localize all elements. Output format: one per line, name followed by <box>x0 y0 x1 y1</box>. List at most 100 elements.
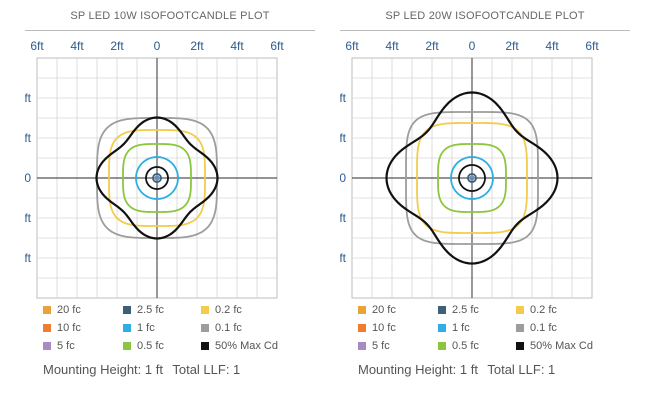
x-tick-label: 6ft <box>30 39 44 53</box>
luminaire-center-marker <box>154 175 160 181</box>
x-tick-label: 4ft <box>545 39 559 53</box>
legend-label: 2.5 fc <box>452 304 479 316</box>
x-tick-label: 2ft <box>505 39 519 53</box>
y-tick-label: 4ft <box>340 91 347 105</box>
title-divider <box>25 30 315 31</box>
legend-swatch <box>43 324 51 332</box>
legend-swatch <box>516 324 524 332</box>
legend-swatch <box>123 324 131 332</box>
y-tick-label: 0 <box>25 171 31 185</box>
legend-label: 1 fc <box>137 322 155 334</box>
isofootcandle-contour <box>145 166 169 190</box>
title-divider <box>340 30 630 31</box>
x-tick-label: 4ft <box>230 39 244 53</box>
x-tick-label: 2ft <box>190 39 204 53</box>
legend-item: 5 fc <box>43 340 75 352</box>
legend-item: 2.5 fc <box>438 304 479 316</box>
total-llf: Total LLF: 1 <box>487 362 556 377</box>
x-tick-label: 0 <box>154 39 161 53</box>
y-tick-label: 2ft <box>340 211 347 225</box>
legend-item: 0.5 fc <box>438 340 479 352</box>
isofootcandle-panel-10w: SP LED 10W ISOFOOTCANDLE PLOT 6ft 4ft 2ft 0… <box>25 0 315 401</box>
legend-label: 5 fc <box>57 340 75 352</box>
mounting-info: Mounting Height: 1 ft Total LLF: 1 <box>358 362 561 377</box>
isofootcandle-plot-20w: 6ft 4ft 2ft 0 2ft 4ft 6ft 4ft 2ft 0 2ft 4ft <box>340 39 599 299</box>
legend-swatch <box>438 306 446 314</box>
legend-item: 5 fc <box>358 340 390 352</box>
legend-item: 50% Max Cd <box>201 340 278 352</box>
legend-swatch <box>201 306 209 314</box>
legend-swatch <box>201 342 209 350</box>
legend-label: 50% Max Cd <box>530 340 593 352</box>
x-tick-label: 4ft <box>70 39 84 53</box>
legend-label: 20 fc <box>57 304 81 316</box>
legend-label: 1 fc <box>452 322 470 334</box>
mounting-height: Mounting Height: 1 ft <box>358 362 478 377</box>
legend-item: 50% Max Cd <box>516 340 593 352</box>
legend-label: 0.2 fc <box>530 304 557 316</box>
x-tick-label: 0 <box>469 39 476 53</box>
isofootcandle-plot-10w: 6ft 4ft 2ft 0 2ft 4ft 6ft 4ft 2ft 0 2ft 4ft <box>25 39 284 299</box>
legend-label: 0.5 fc <box>137 340 164 352</box>
y-tick-label: 2ft <box>340 131 347 145</box>
legend-label: 0.5 fc <box>452 340 479 352</box>
legend-swatch <box>123 342 131 350</box>
legend-item: 0.2 fc <box>516 304 557 316</box>
isofootcandle-contour <box>122 143 192 213</box>
legend-label: 0.2 fc <box>215 304 242 316</box>
legend-swatch <box>123 306 131 314</box>
x-tick-label: 2ft <box>425 39 439 53</box>
isofootcandle-contour <box>450 156 494 200</box>
isofootcandle-contour <box>95 116 219 240</box>
legend-item: 0.2 fc <box>201 304 242 316</box>
y-tick-label: 2ft <box>25 131 32 145</box>
isofootcandle-contour <box>385 91 559 265</box>
legend-swatch <box>43 306 51 314</box>
x-tick-label: 4ft <box>385 39 399 53</box>
isofootcandle-contour <box>467 173 477 183</box>
isofootcandle-contour <box>405 111 539 245</box>
legend-swatch <box>516 306 524 314</box>
legend-swatch <box>358 324 366 332</box>
isofootcandle-contour <box>152 173 162 183</box>
legend-swatch <box>516 342 524 350</box>
legend-swatch <box>201 324 209 332</box>
legend-item: 0.1 fc <box>516 322 557 334</box>
x-tick-label: 6ft <box>345 39 359 53</box>
legend-swatch <box>438 342 446 350</box>
x-tick-label: 2ft <box>110 39 124 53</box>
legend-item: 10 fc <box>43 322 81 334</box>
y-tick-label: 4ft <box>340 251 347 265</box>
isofootcandle-contour <box>416 122 528 234</box>
legend-item: 20 fc <box>43 304 81 316</box>
legend-item: 1 fc <box>438 322 470 334</box>
legend-swatch <box>358 306 366 314</box>
total-llf: Total LLF: 1 <box>172 362 241 377</box>
legend-label: 10 fc <box>372 322 396 334</box>
x-tick-label: 6ft <box>270 39 284 53</box>
legend-label: 0.1 fc <box>215 322 242 334</box>
legend-label: 5 fc <box>372 340 390 352</box>
legend-item: 1 fc <box>123 322 155 334</box>
legend-swatch <box>438 324 446 332</box>
x-tick-label: 6ft <box>585 39 599 53</box>
y-tick-label: 2ft <box>25 211 32 225</box>
legend-item: 2.5 fc <box>123 304 164 316</box>
chart-title: SP LED 10W ISOFOOTCANDLE PLOT <box>70 10 270 22</box>
chart-title: SP LED 20W ISOFOOTCANDLE PLOT <box>385 10 585 22</box>
mounting-height: Mounting Height: 1 ft <box>43 362 163 377</box>
luminaire-center-marker <box>469 175 475 181</box>
legend-swatch <box>358 342 366 350</box>
legend-swatch <box>43 342 51 350</box>
legend-label: 2.5 fc <box>137 304 164 316</box>
legend-label: 10 fc <box>57 322 81 334</box>
isofootcandle-contour <box>108 129 206 227</box>
isofootcandle-contour <box>458 164 486 192</box>
legend-item: 0.5 fc <box>123 340 164 352</box>
legend-label: 0.1 fc <box>530 322 557 334</box>
legend-label: 20 fc <box>372 304 396 316</box>
isofootcandle-panel-20w: SP LED 20W ISOFOOTCANDLE PLOT 6ft 4ft 2ft 0… <box>340 0 630 401</box>
legend-item: 10 fc <box>358 322 396 334</box>
y-tick-label: 4ft <box>25 91 32 105</box>
isofootcandle-contour <box>437 143 507 213</box>
